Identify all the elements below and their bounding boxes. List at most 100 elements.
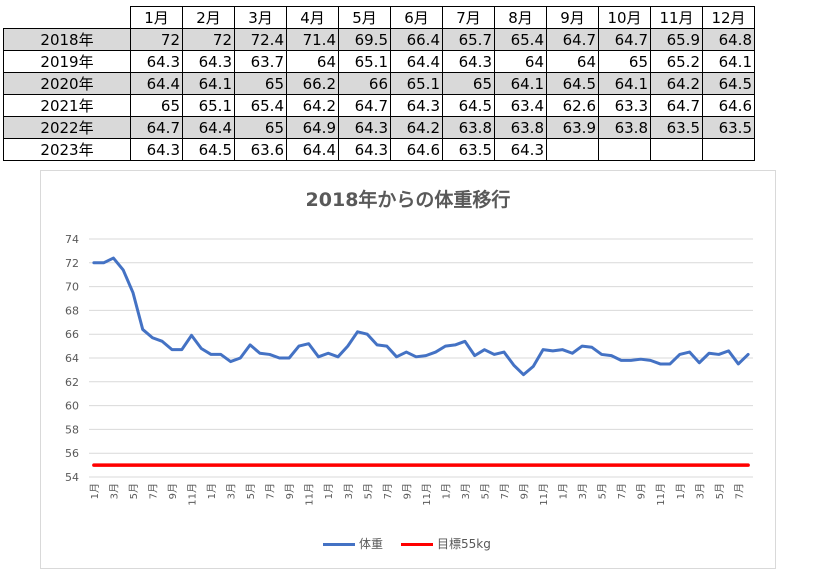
value-cell[interactable]: 64.3	[390, 94, 443, 117]
value-cell[interactable]: 64.2	[286, 94, 339, 117]
value-cell[interactable]: 64.7	[546, 28, 599, 51]
value-cell[interactable]: 64.5	[702, 72, 755, 95]
value-cell[interactable]: 65	[598, 50, 651, 73]
value-cell[interactable]: 65	[442, 72, 495, 95]
value-cell[interactable]: 64.7	[598, 28, 651, 51]
year-cell[interactable]: 2023年	[3, 138, 131, 161]
month-header[interactable]: 6月	[390, 6, 443, 29]
value-cell[interactable]: 65	[130, 94, 183, 117]
month-header[interactable]: 5月	[338, 6, 391, 29]
value-cell[interactable]: 64.3	[130, 50, 183, 73]
month-header[interactable]: 1月	[130, 6, 183, 29]
value-cell[interactable]: 64.3	[338, 138, 391, 161]
month-header[interactable]: 4月	[286, 6, 339, 29]
value-cell[interactable]: 64.5	[442, 94, 495, 117]
value-cell[interactable]: 64.1	[598, 72, 651, 95]
value-cell[interactable]: 65	[234, 72, 287, 95]
weight-chart[interactable]: 54 56 58 60 62 64 66 68 70 72 74 1月 3月 5月 7月 9月 11月 1月 3月 5…	[40, 170, 776, 569]
value-cell[interactable]: 64.6	[702, 94, 755, 117]
month-header[interactable]: 8月	[494, 6, 547, 29]
value-cell[interactable]: 64	[286, 50, 339, 73]
value-cell[interactable]: 65.4	[234, 94, 287, 117]
legend-item-goal[interactable]: 目標55kg	[401, 535, 491, 552]
value-cell[interactable]: 63.5	[442, 138, 495, 161]
value-cell[interactable]	[546, 138, 599, 161]
value-cell[interactable]: 65.9	[650, 28, 703, 51]
value-cell[interactable]	[598, 138, 651, 161]
x-tick-label: 5月	[245, 483, 257, 499]
value-cell[interactable]: 64.3	[442, 50, 495, 73]
value-cell[interactable]: 65.1	[182, 94, 235, 117]
value-cell[interactable]: 63.5	[650, 116, 703, 139]
value-cell[interactable]: 65.2	[650, 50, 703, 73]
month-header[interactable]: 11月	[650, 6, 703, 29]
value-cell[interactable]: 72	[130, 28, 183, 51]
value-cell[interactable]: 63.8	[494, 116, 547, 139]
legend-item-weight[interactable]: 体重	[323, 535, 383, 552]
value-cell[interactable]: 64.2	[650, 72, 703, 95]
value-cell[interactable]: 64.3	[182, 50, 235, 73]
month-header[interactable]: 2月	[182, 6, 235, 29]
value-cell[interactable]: 63.3	[598, 94, 651, 117]
value-cell[interactable]: 64	[546, 50, 599, 73]
value-cell[interactable]: 64.8	[702, 28, 755, 51]
value-cell[interactable]: 62.6	[546, 94, 599, 117]
x-tick-label: 3月	[343, 483, 355, 499]
value-cell[interactable]: 63.8	[442, 116, 495, 139]
month-header[interactable]: 12月	[702, 6, 755, 29]
value-cell[interactable]: 64.6	[390, 138, 443, 161]
x-tick-label: 1月	[89, 483, 101, 499]
value-cell[interactable]: 65	[234, 116, 287, 139]
value-cell[interactable]: 64.4	[390, 50, 443, 73]
y-tick-label: 56	[65, 447, 79, 460]
value-cell[interactable]: 64	[494, 50, 547, 73]
year-cell[interactable]: 2022年	[3, 116, 131, 139]
corner-cell[interactable]	[3, 6, 131, 29]
month-header[interactable]: 7月	[442, 6, 495, 29]
value-cell[interactable]: 65.1	[338, 50, 391, 73]
value-cell[interactable]: 63.9	[546, 116, 599, 139]
value-cell[interactable]: 64.9	[286, 116, 339, 139]
value-cell[interactable]: 66	[338, 72, 391, 95]
year-cell[interactable]: 2020年	[3, 72, 131, 95]
month-header[interactable]: 9月	[546, 6, 599, 29]
value-cell[interactable]: 63.7	[234, 50, 287, 73]
value-cell[interactable]	[650, 138, 703, 161]
value-cell[interactable]: 64.1	[182, 72, 235, 95]
value-cell[interactable]: 64.3	[338, 116, 391, 139]
value-cell[interactable]: 64.4	[286, 138, 339, 161]
year-cell[interactable]: 2018年	[3, 28, 131, 51]
value-cell[interactable]: 71.4	[286, 28, 339, 51]
value-cell[interactable]: 65.7	[442, 28, 495, 51]
value-cell[interactable]: 64.7	[130, 116, 183, 139]
value-cell[interactable]: 69.5	[338, 28, 391, 51]
value-cell[interactable]: 64.7	[338, 94, 391, 117]
value-cell[interactable]: 66.4	[390, 28, 443, 51]
value-cell[interactable]: 64.7	[650, 94, 703, 117]
value-cell[interactable]: 64.4	[182, 116, 235, 139]
value-cell[interactable]	[702, 138, 755, 161]
value-cell[interactable]: 72.4	[234, 28, 287, 51]
value-cell[interactable]: 64.2	[390, 116, 443, 139]
value-cell[interactable]: 64.1	[494, 72, 547, 95]
month-header[interactable]: 3月	[234, 6, 287, 29]
value-cell[interactable]: 64.1	[702, 50, 755, 73]
month-header[interactable]: 10月	[598, 6, 651, 29]
year-cell[interactable]: 2019年	[3, 50, 131, 73]
value-cell[interactable]: 64.3	[130, 138, 183, 161]
value-cell[interactable]: 72	[182, 28, 235, 51]
x-tick-label: 7月	[616, 483, 628, 499]
value-cell[interactable]: 63.6	[234, 138, 287, 161]
value-cell[interactable]: 64.5	[546, 72, 599, 95]
value-cell[interactable]: 64.4	[130, 72, 183, 95]
value-cell[interactable]: 64.3	[494, 138, 547, 161]
value-cell[interactable]: 66.2	[286, 72, 339, 95]
value-cell[interactable]: 63.5	[702, 116, 755, 139]
value-cell[interactable]: 65.1	[390, 72, 443, 95]
value-cell[interactable]: 64.5	[182, 138, 235, 161]
value-cell[interactable]: 65.4	[494, 28, 547, 51]
value-cell[interactable]: 63.4	[494, 94, 547, 117]
year-cell[interactable]: 2021年	[3, 94, 131, 117]
value-cell[interactable]: 63.8	[598, 116, 651, 139]
table-body: 2018年 72 72 72.4 71.4 69.5 66.4 65.7 65.4 64.7 64.…	[3, 28, 755, 161]
